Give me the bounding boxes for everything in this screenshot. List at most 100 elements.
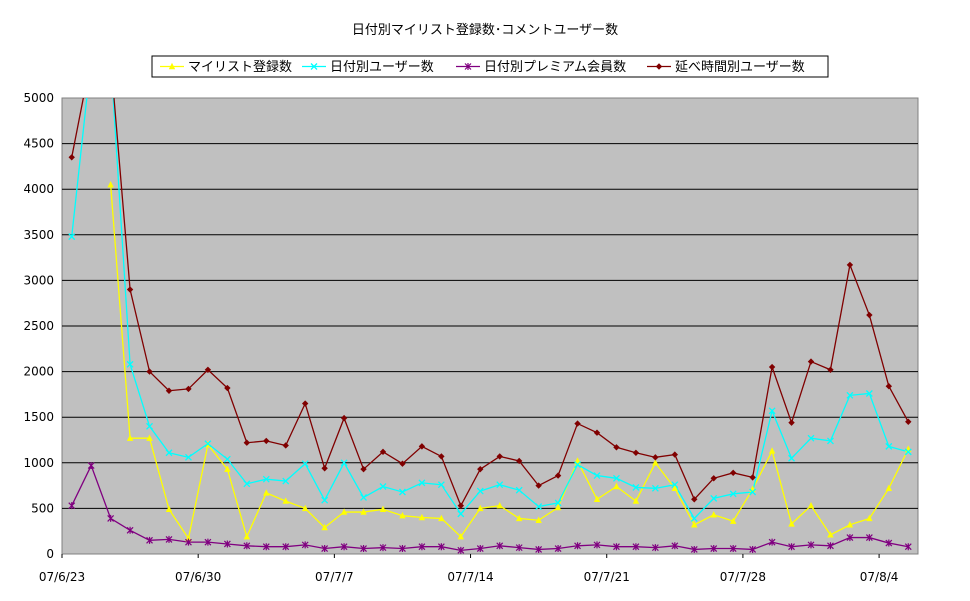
data-point <box>749 488 757 496</box>
data-point <box>846 534 854 542</box>
data-point <box>807 434 815 442</box>
data-point <box>613 543 620 551</box>
data-point <box>690 514 698 522</box>
data-point <box>321 496 329 504</box>
legend-box <box>151 55 829 78</box>
chart-title: 日付別マイリスト登録数･コメントユーザー数 <box>352 23 618 38</box>
data-point <box>340 459 348 467</box>
y-tick-label: 500 <box>31 501 54 515</box>
data-point <box>379 448 387 456</box>
data-point <box>360 465 367 473</box>
data-point <box>301 460 309 468</box>
data-point <box>885 484 893 492</box>
legend-label: マイリスト登録数 <box>188 60 292 75</box>
y-tick-label: 5000 <box>23 91 54 105</box>
data-point <box>515 544 523 552</box>
data-point <box>632 483 640 491</box>
data-point <box>652 459 659 466</box>
data-point <box>438 514 445 522</box>
data-point <box>223 540 231 548</box>
data-point <box>438 453 445 460</box>
data-point <box>593 429 601 436</box>
x-tick-label: 07/7/14 <box>447 570 493 584</box>
data-point <box>865 534 873 542</box>
data-point <box>827 366 834 373</box>
data-point <box>282 477 290 485</box>
data-point <box>418 513 426 521</box>
data-point <box>671 484 679 492</box>
data-point <box>612 474 620 482</box>
data-point <box>710 475 717 482</box>
data-point <box>593 541 601 549</box>
data-point <box>321 545 329 553</box>
data-point <box>68 233 76 241</box>
data-point <box>146 368 153 375</box>
data-point <box>262 543 270 551</box>
x-tick-label: 07/6/30 <box>175 570 221 584</box>
data-point <box>632 543 640 551</box>
data-point <box>310 63 318 70</box>
data-point <box>263 489 270 496</box>
data-point <box>204 440 212 448</box>
data-point <box>574 461 582 469</box>
data-point <box>827 542 834 550</box>
data-point <box>690 545 698 553</box>
data-point <box>477 465 484 473</box>
data-point <box>146 422 154 430</box>
data-point <box>827 531 834 538</box>
data-point <box>768 538 776 546</box>
data-point <box>165 387 173 394</box>
data-point <box>107 180 114 188</box>
data-point <box>437 543 445 551</box>
data-point <box>574 542 581 550</box>
legend: マイリスト登録数 日付別ユーザー数 日付別プレミアム会員数 延べ時間別ユーザー数 <box>151 55 829 78</box>
data-point <box>632 497 640 504</box>
data-point <box>126 434 134 441</box>
data-point <box>282 497 289 504</box>
data-point <box>68 154 75 161</box>
data-point <box>865 390 873 397</box>
data-point <box>807 541 815 549</box>
data-point <box>185 385 192 393</box>
data-point <box>457 532 465 540</box>
series-line <box>109 184 909 541</box>
data-point <box>224 384 231 392</box>
data-point <box>126 286 134 293</box>
data-point <box>184 453 192 461</box>
data-point <box>107 514 115 522</box>
data-point <box>593 495 601 502</box>
data-point <box>535 545 543 553</box>
data-point <box>807 501 815 509</box>
data-point <box>613 444 620 451</box>
data-point <box>515 486 523 494</box>
data-point <box>807 358 815 365</box>
data-point <box>749 474 756 481</box>
legend-label: 延べ時間別ユーザー数 <box>675 60 805 75</box>
data-point <box>399 460 406 467</box>
data-point <box>204 366 212 373</box>
data-point <box>379 483 387 490</box>
data-point <box>168 62 176 70</box>
data-point <box>340 414 348 422</box>
data-point <box>535 503 543 511</box>
data-point <box>749 545 757 553</box>
data-point <box>788 520 795 527</box>
data-point <box>496 501 503 509</box>
data-point <box>321 523 328 531</box>
data-point <box>691 521 698 528</box>
y-axis: 0 500 1000 1500 2000 2500 3000 3500 4000 4500 5000 <box>23 91 54 561</box>
data-point <box>282 543 290 551</box>
data-point <box>768 407 776 415</box>
data-point <box>457 502 465 509</box>
data-point <box>340 543 348 551</box>
data-point <box>243 439 251 446</box>
data-point <box>146 536 153 544</box>
data-point <box>223 455 231 463</box>
data-point <box>885 539 893 547</box>
data-point <box>126 360 134 368</box>
data-point <box>729 469 737 477</box>
data-point <box>379 544 387 552</box>
data-point <box>68 502 76 510</box>
data-point <box>476 487 484 495</box>
data-point <box>574 420 581 427</box>
